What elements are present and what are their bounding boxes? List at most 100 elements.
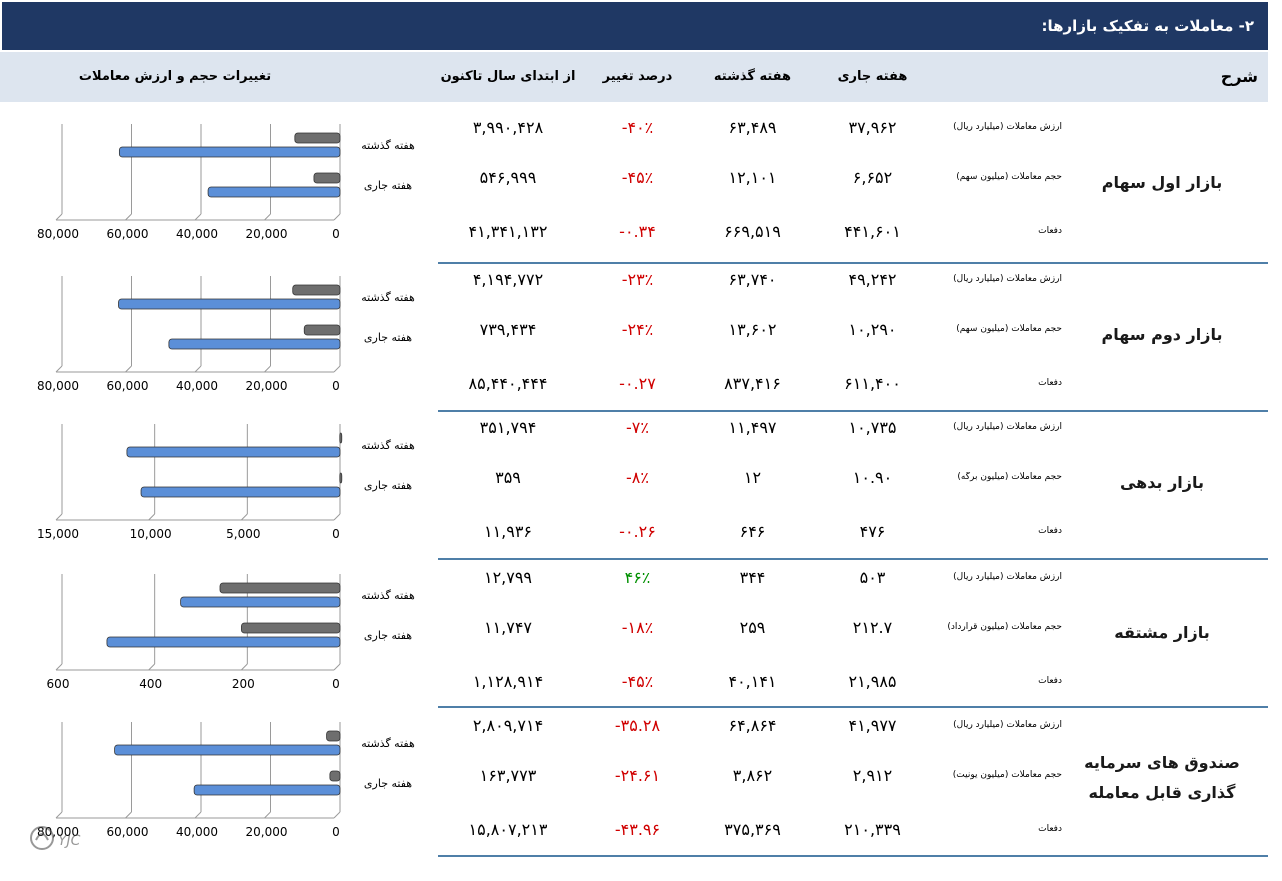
bar-chart: 80,000 60,000 40,000 20,000 0 هفته گذشته هفته … bbox=[37, 276, 415, 393]
section-divider bbox=[438, 558, 1268, 560]
bar bbox=[329, 770, 341, 782]
last-week-value: ۶۴,۸۶۴ bbox=[728, 716, 777, 735]
current-week-value: ۴۹,۲۴۲ bbox=[848, 270, 897, 289]
change-percent-value: -۲۴.۶۱ bbox=[614, 766, 661, 785]
gridline-depth bbox=[125, 365, 132, 373]
header-current-week: هفته جاری bbox=[837, 69, 908, 84]
last-week-value: ۱۳,۶۰۲ bbox=[728, 320, 777, 339]
last-week-value: ۴۰,۱۴۱ bbox=[728, 672, 777, 691]
tick-label: 10,000 bbox=[130, 527, 172, 541]
bar bbox=[219, 582, 341, 594]
tick-label: 5,000 bbox=[226, 527, 260, 541]
bar bbox=[326, 730, 341, 742]
row-label: دفعات bbox=[1038, 526, 1062, 536]
change-percent-value: -۱۸٪ bbox=[621, 618, 654, 637]
last-week-value: ۱۲ bbox=[743, 468, 762, 487]
tick-label: 60,000 bbox=[107, 825, 149, 839]
header-chart-title: تغییرات حجم و ارزش معاملات bbox=[78, 69, 272, 84]
row-label: دفعات bbox=[1038, 226, 1062, 236]
bar bbox=[241, 622, 341, 634]
gridline-depth bbox=[55, 365, 63, 373]
current-week-value: ۲۱۲.۷ bbox=[852, 618, 893, 637]
row-label: حجم معاملات (میلیون قرارداد) bbox=[947, 622, 1062, 632]
ytd-value: ۴۱,۳۴۱,۱۳۲ bbox=[468, 222, 548, 241]
change-percent-value: -۴۵٪ bbox=[621, 672, 654, 691]
section-divider bbox=[438, 262, 1268, 264]
last-week-value: ۳,۸۶۲ bbox=[732, 766, 773, 785]
row-label: ارزش معاملات (میلیارد ریال) bbox=[953, 274, 1062, 284]
market-section: ۴,۱۹۴,۷۷۲ -۲۳٪ ۶۳,۷۴۰ ۴۹,۲۴۲ ارزش معاملات (م… bbox=[0, 262, 1282, 410]
gridline-depth bbox=[333, 213, 341, 221]
row-label: دفعات bbox=[1038, 824, 1062, 834]
bar bbox=[292, 284, 341, 296]
gridline-depth bbox=[148, 663, 156, 671]
row-label: دفعات bbox=[1038, 676, 1062, 686]
change-percent-value: -۲۴٪ bbox=[621, 320, 654, 339]
market-name: بازار مشتقه bbox=[1114, 623, 1210, 642]
gridline-depth bbox=[240, 513, 248, 521]
gridline-depth bbox=[264, 213, 271, 221]
bar bbox=[180, 596, 341, 608]
market-name: بازار دوم سهام bbox=[1101, 325, 1223, 344]
section-divider bbox=[438, 410, 1268, 412]
bar bbox=[339, 472, 343, 484]
gridline-depth bbox=[264, 365, 271, 373]
tick-label: 0 bbox=[332, 825, 340, 839]
change-percent-value: -۲۳٪ bbox=[621, 270, 654, 289]
gridline-depth bbox=[333, 663, 341, 671]
gridline-depth bbox=[55, 811, 63, 819]
current-week-value: ۲۱۰,۳۳۹ bbox=[844, 820, 901, 839]
tick-label: 200 bbox=[232, 677, 255, 691]
last-week-value: ۳۴۴ bbox=[739, 568, 766, 587]
svg-text:YJC: YJC bbox=[58, 833, 81, 849]
gridline-depth bbox=[55, 513, 63, 521]
bar bbox=[140, 486, 341, 498]
market-name: بازار بدهی bbox=[1119, 473, 1205, 492]
last-week-value: ۱۲,۱۰۱ bbox=[728, 168, 777, 187]
yjc-logo: YJC bbox=[30, 826, 81, 850]
section-title: ۲- معاملات به تفکیک بازارها: bbox=[1041, 17, 1254, 35]
bar bbox=[303, 324, 341, 336]
category-label: هفته جاری bbox=[364, 479, 412, 492]
market-name: صندوق های سرمایه گذاری قابل معامله bbox=[1084, 753, 1240, 802]
tick-label: 60,000 bbox=[107, 227, 149, 241]
ytd-value: ۳۵۱,۷۹۴ bbox=[479, 418, 537, 437]
gridline-depth bbox=[194, 811, 202, 819]
current-week-value: ۵۰۳ bbox=[859, 568, 886, 587]
current-week-value: ۳۷,۹۶۲ bbox=[848, 118, 897, 137]
tick-label: 600 bbox=[47, 677, 70, 691]
gridline-depth bbox=[333, 811, 341, 819]
change-percent-value: -۷٪ bbox=[626, 418, 649, 437]
current-week-value: ۱۰,۲۹۰ bbox=[848, 320, 897, 339]
tick-label: 40,000 bbox=[176, 825, 218, 839]
ytd-value: ۱۶۳,۷۷۳ bbox=[479, 766, 537, 785]
gridline-depth bbox=[194, 365, 202, 373]
row-label: دفعات bbox=[1038, 378, 1062, 388]
bar bbox=[114, 744, 341, 756]
market-section: ۳۵۱,۷۹۴ -۷٪ ۱۱,۴۹۷ ۱۰,۷۳۵ ارزش معاملات (میلی… bbox=[0, 410, 1282, 558]
category-label: هفته جاری bbox=[364, 777, 412, 790]
row-label: ارزش معاملات (میلیارد ریال) bbox=[953, 422, 1062, 432]
category-label: هفته گذشته bbox=[361, 291, 415, 304]
table-header: تغییرات حجم و ارزش معاملات از ابتدای سال… bbox=[0, 52, 1268, 102]
row-label: ارزش معاملات (میلیارد ریال) bbox=[953, 720, 1062, 730]
ytd-value: ۱۵,۸۰۷,۲۱۳ bbox=[468, 820, 548, 839]
last-week-value: ۶۳,۴۸۹ bbox=[728, 118, 777, 137]
gridline-depth bbox=[194, 213, 202, 221]
tick-label: 400 bbox=[139, 677, 162, 691]
current-week-value: ۴۱,۹۷۷ bbox=[848, 716, 897, 735]
ytd-value: ۷۳۹,۴۳۴ bbox=[479, 320, 537, 339]
gridline-depth bbox=[125, 213, 132, 221]
bar bbox=[339, 432, 343, 444]
change-percent-value: -۴۵٪ bbox=[621, 168, 654, 187]
tick-label: 15,000 bbox=[37, 527, 79, 541]
bar bbox=[168, 338, 341, 350]
last-week-value: ۶۶۹,۵۱۹ bbox=[724, 222, 781, 241]
category-label: هفته جاری bbox=[364, 179, 412, 192]
category-label: هفته گذشته bbox=[361, 737, 415, 750]
bar-chart: 80,000 60,000 40,000 20,000 0 هفته گذشته هفته … bbox=[37, 124, 415, 241]
current-week-value: ۲۱,۹۸۵ bbox=[848, 672, 897, 691]
gridline-depth bbox=[333, 365, 341, 373]
bar bbox=[118, 146, 341, 158]
tick-label: 0 bbox=[332, 677, 340, 691]
